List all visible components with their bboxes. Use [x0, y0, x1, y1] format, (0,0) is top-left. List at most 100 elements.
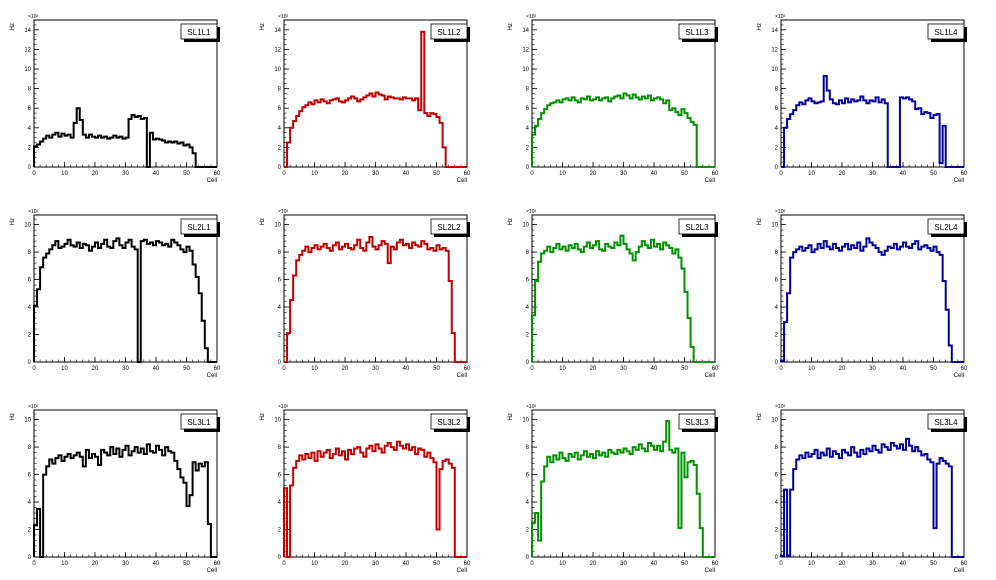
x-tick-label: 30 [620, 561, 627, 567]
y-tick-label: 2 [28, 333, 32, 339]
x-tick-label: 20 [839, 561, 846, 567]
x-tick-label: 30 [620, 171, 627, 177]
y-axis-label: Hz [508, 218, 514, 225]
histogram-series [780, 237, 964, 363]
x-tick-label: 20 [839, 171, 846, 177]
x-tick-label: 30 [869, 366, 876, 372]
x-tick-label: 30 [122, 366, 129, 372]
y-exponent-label: ×10² [775, 209, 785, 215]
chart-title: SL3L3 [685, 418, 709, 427]
y-tick-label: 10 [274, 418, 281, 424]
title-box-frame [180, 23, 218, 40]
title-box: SL2L2 [430, 218, 470, 237]
y-axis: 0 2 4 6 8 10 [771, 413, 786, 561]
x-tick-label: 0 [282, 366, 286, 372]
y-tick-label: 2 [775, 333, 779, 339]
x-tick-label: 10 [808, 561, 815, 567]
x-axis-label: Cell [457, 178, 467, 184]
y-tick-label: 14 [274, 28, 281, 34]
x-tick-label: 0 [779, 366, 783, 372]
y-exponent-label: ×10² [28, 209, 38, 215]
x-tick-label: 30 [372, 561, 379, 567]
x-tick-label: 0 [282, 171, 286, 177]
histogram-series [283, 440, 467, 558]
x-tick-label: 50 [433, 366, 440, 372]
title-box: SL1L4 [927, 23, 967, 42]
y-tick-label: 4 [775, 305, 779, 311]
y-tick-label: 0 [28, 360, 32, 366]
y-axis-label: Hz [757, 23, 763, 30]
chart-title: SL1L1 [187, 28, 211, 37]
x-axis-label: Cell [954, 178, 964, 184]
chart-title: SL2L4 [934, 223, 958, 232]
y-tick-label: 10 [274, 223, 281, 229]
y-axis-label: Hz [260, 413, 266, 420]
plot-frame [33, 19, 218, 168]
x-tick-label: 10 [61, 171, 68, 177]
x-tick-label: 40 [900, 561, 907, 567]
x-tick-label: 0 [530, 561, 534, 567]
y-tick-label: 12 [24, 47, 31, 53]
y-axis-label: Hz [757, 413, 763, 420]
x-tick-label: 50 [433, 561, 440, 567]
chart-title: SL1L3 [685, 28, 709, 37]
x-tick-label: 0 [779, 561, 783, 567]
y-tick-label: 8 [526, 445, 530, 451]
x-tick-label: 30 [372, 366, 379, 372]
title-box-frame [180, 218, 218, 235]
y-tick-label: 6 [278, 278, 282, 284]
x-tick-label: 60 [464, 561, 471, 567]
y-tick-label: 14 [522, 28, 529, 34]
y-tick-label: 2 [278, 145, 282, 151]
y-tick-label: 0 [526, 555, 530, 561]
y-tick-label: 8 [775, 445, 779, 451]
y-tick-label: 10 [771, 223, 778, 229]
y-tick-label: 14 [24, 28, 31, 34]
plot-frame [780, 19, 965, 168]
y-tick-label: 4 [775, 500, 779, 506]
y-tick-label: 4 [28, 305, 32, 311]
x-axis-label: Cell [954, 373, 964, 379]
x-tick-label: 50 [930, 561, 937, 567]
x-tick-label: 50 [681, 366, 688, 372]
y-tick-label: 0 [278, 360, 282, 366]
histogram-series [531, 92, 715, 168]
histogram-series [284, 235, 467, 363]
y-tick-label: 8 [28, 445, 32, 451]
y-exponent-label: ×10² [278, 209, 288, 215]
y-exponent-label: ×10² [526, 14, 536, 20]
x-tick-label: 60 [712, 171, 719, 177]
x-tick-label: 10 [559, 561, 566, 567]
chart-title: SL3L1 [187, 418, 211, 427]
x-tick-label: 40 [651, 561, 658, 567]
y-tick-label: 8 [775, 250, 779, 256]
y-tick-label: 2 [278, 333, 282, 339]
title-box: SL3L1 [180, 413, 220, 432]
y-axis-label: Hz [508, 413, 514, 420]
y-tick-label: 10 [24, 67, 31, 73]
x-tick-label: 40 [153, 561, 160, 567]
y-axis-label: Hz [260, 218, 266, 225]
x-tick-label: 60 [712, 561, 719, 567]
y-tick-label: 2 [28, 145, 32, 151]
y-axis: 0 2 4 6 8 10 12 14 [24, 19, 39, 171]
x-tick-label: 10 [311, 366, 318, 372]
chart-title: SL1L2 [437, 28, 461, 37]
histogram-series [33, 237, 217, 363]
chart-title: SL2L1 [187, 223, 211, 232]
y-tick-label: 2 [278, 528, 282, 534]
title-box: SL1L2 [430, 23, 470, 42]
x-tick-label: 30 [869, 561, 876, 567]
x-tick-label: 60 [214, 171, 221, 177]
y-exponent-label: ×10² [278, 404, 288, 410]
y-axis: 0 2 4 6 8 10 12 14 [522, 19, 537, 171]
y-tick-label: 4 [526, 500, 530, 506]
y-tick-label: 6 [775, 106, 779, 112]
y-tick-label: 10 [24, 223, 31, 229]
x-axis: 0 10 20 30 40 50 60 [32, 552, 221, 567]
